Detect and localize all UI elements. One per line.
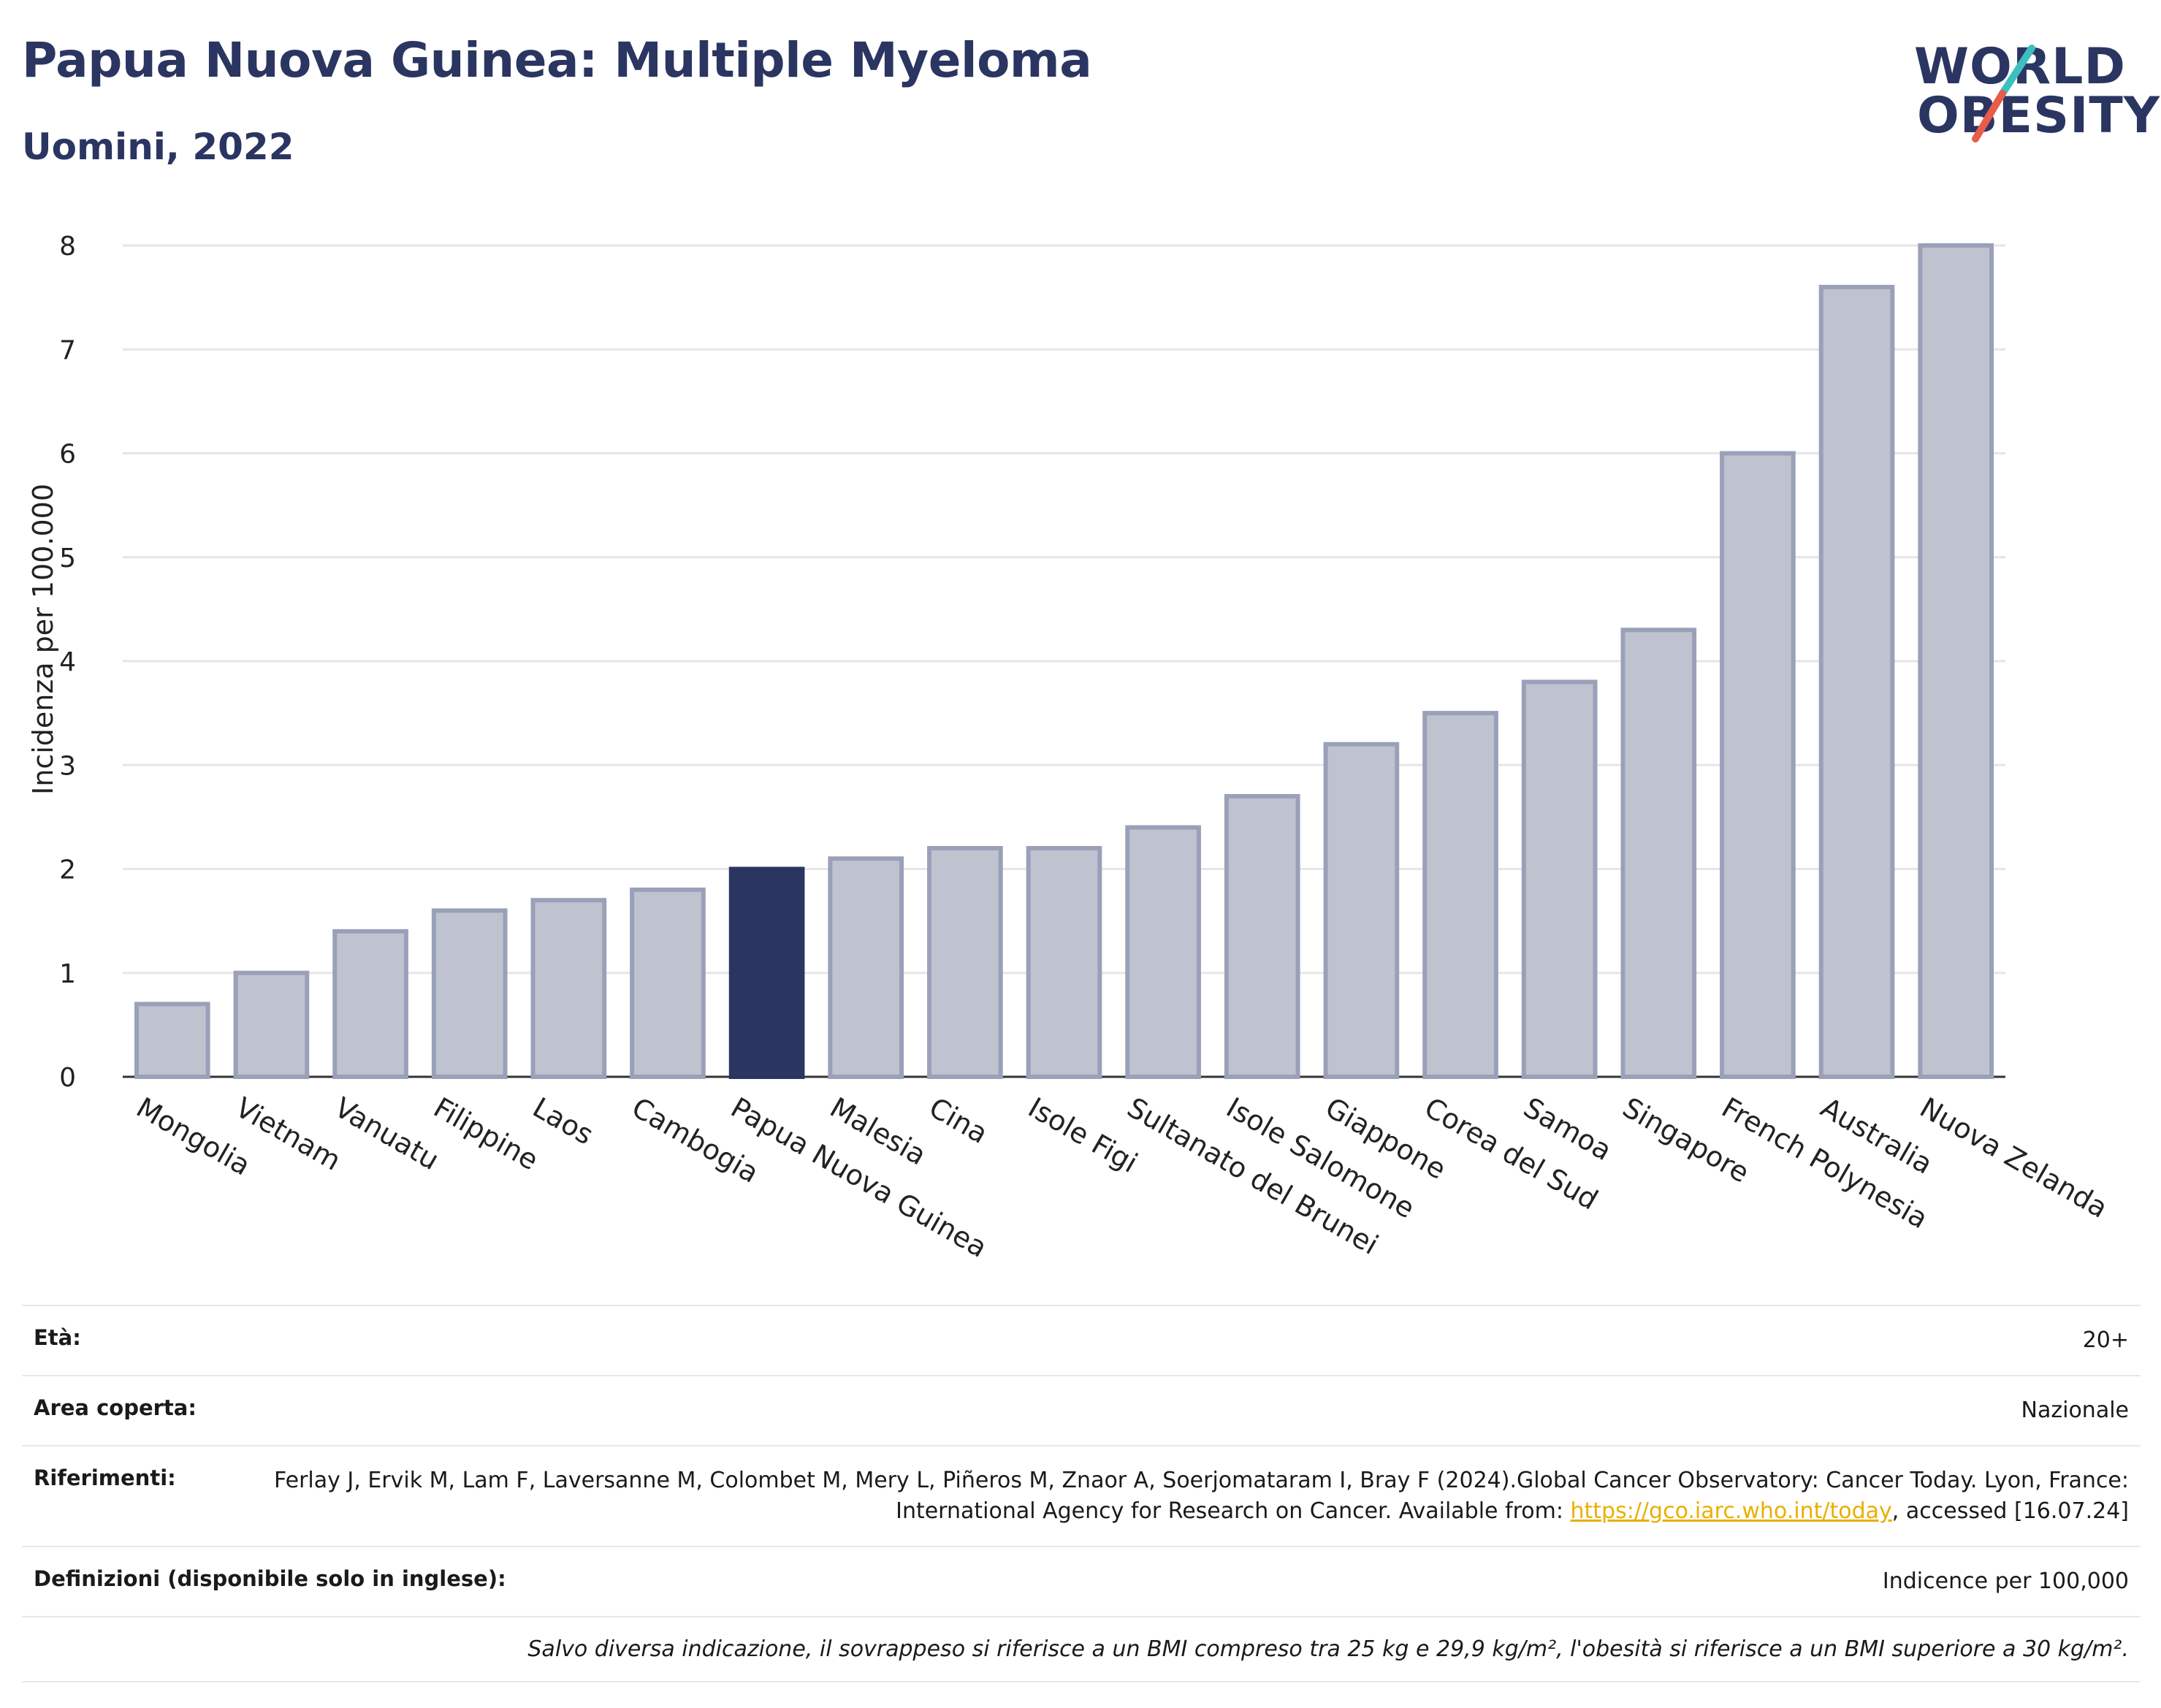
meta-value: Ferlay J, Ervik M, Lam F, Laversanne M, … [205,1465,2129,1527]
meta-row-definitions: Definizioni (disponibile solo in inglese… [22,1546,2141,1616]
meta-label: Età: [34,1325,81,1350]
bar [630,887,706,1079]
y-tick-label: 8 [59,232,76,262]
y-tick-label: 6 [59,440,76,470]
x-tick-label: Filippine [428,1091,544,1177]
bar-chart: 0 1 2 3 4 5 6 7 8 MongoliaVietnamVanuatuFilippin… [27,232,2113,1264]
bar [1125,825,1201,1079]
y-axis-label: Incidenza per 100.000 [27,484,59,795]
y-tick-label: 5 [59,544,76,573]
x-tick-label: Corea del Sud [1419,1091,1604,1216]
bar [828,856,904,1080]
bar [233,970,310,1079]
bar [1918,243,1994,1079]
bar [1620,628,1697,1079]
meta-label: Definizioni (disponibile solo in inglese… [34,1566,506,1591]
world-obesity-logo: WORLD OBESITY [1899,22,2160,153]
reference-text: Ferlay J, Ervik M, Lam F, Laversanne M, … [274,1468,2129,1524]
logo-slash-icon [1972,45,2035,142]
y-tick-label: 0 [59,1063,76,1093]
bar [1026,846,1102,1080]
y-tick-label: 1 [59,959,76,989]
metadata-table: Età: 20+ Area coperta: Nazionale Riferim… [22,1305,2141,1682]
meta-row-note: Salvo diversa indicazione, il sovrappeso… [22,1616,2141,1682]
bar [530,898,607,1080]
bmi-note: Salvo diversa indicazione, il sovrappeso… [527,1636,2129,1662]
x-tick-label: Cina [923,1091,993,1150]
y-tick-label: 2 [59,855,76,885]
y-tick-labels: 0 1 2 3 4 5 6 7 8 [59,232,76,1093]
meta-value: Nazionale [2021,1398,2129,1423]
meta-label: Riferimenti: [34,1465,176,1490]
bar [332,929,408,1079]
y-tick-label: 3 [59,751,76,781]
bar [1422,711,1498,1079]
bar [728,866,805,1079]
meta-row-references: Riferimenti: Ferlay J, Ervik M, Lam F, L… [22,1445,2141,1546]
meta-row-area: Area coperta: Nazionale [22,1375,2141,1445]
bar [1720,451,1796,1079]
x-tick-label: Nuova Zelanda [1915,1091,2114,1224]
meta-value: 20+ [2082,1327,2129,1353]
reference-accessed: , accessed [16.07.24] [1891,1498,2129,1524]
bars [134,243,1994,1080]
x-tick-label: Vanuatu [329,1091,445,1176]
y-tick-label: 7 [59,335,76,365]
bar [1818,284,1895,1079]
x-tick-label: Laos [527,1091,599,1151]
x-tick-label: Mongolia [131,1091,256,1182]
meta-label: Area coperta: [34,1395,197,1420]
x-tick-label: Isole Figi [1023,1091,1143,1179]
meta-row-age: Età: 20+ [22,1305,2141,1375]
chart-title: Papua Nuova Guinea: Multiple Myeloma [22,32,1092,88]
y-tick-label: 4 [59,647,76,677]
bar [1323,741,1400,1079]
bar [134,1002,210,1080]
meta-value: Indicence per 100,000 [1882,1568,2129,1594]
bar [1521,679,1598,1079]
bar [1224,793,1300,1080]
logo-line-2: OBESITY [1917,87,2160,145]
reference-link[interactable]: https://gco.iarc.who.int/today [1570,1498,1892,1524]
chart-subtitle: Uomini, 2022 [22,126,294,168]
bar [927,846,1003,1080]
bar [431,908,508,1080]
